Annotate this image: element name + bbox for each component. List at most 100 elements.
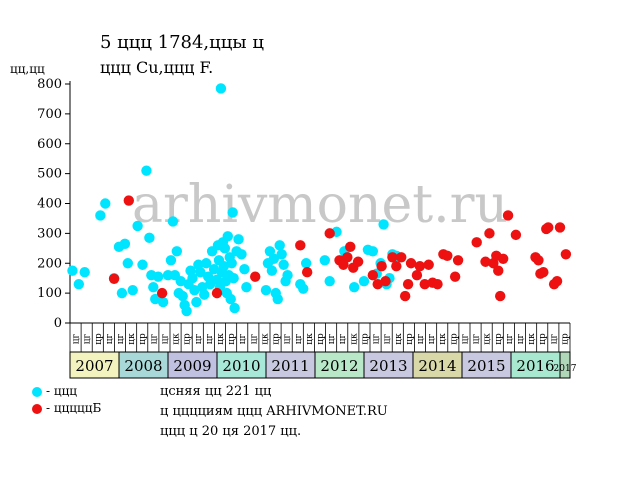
point-series-0 (272, 293, 283, 305)
point-series-0 (119, 238, 131, 250)
point-series-0 (73, 278, 85, 290)
legend-marker-1 (32, 404, 42, 414)
x-tick-label: цг (505, 333, 515, 344)
point-series-0 (150, 293, 161, 305)
chart-points (67, 83, 572, 317)
year-label: 2012 (320, 357, 358, 375)
point-series-0 (199, 289, 210, 300)
note-line-2: ц цццциям ццц ARHIVMONET.RU (160, 404, 388, 419)
point-series-1 (543, 222, 554, 233)
point-series-1 (471, 237, 482, 248)
x-tick-label: цк (260, 333, 270, 345)
point-series-0 (208, 264, 220, 275)
point-series-1 (402, 278, 414, 290)
point-series-1 (432, 278, 443, 290)
year-band (559, 351, 571, 379)
x-tick-label: цр (449, 333, 459, 345)
x-tick-label: цг (327, 333, 337, 344)
x-tick-label: цг (249, 333, 259, 344)
point-series-0 (266, 265, 278, 276)
point-series-0 (298, 283, 309, 294)
x-tick-label: цк (349, 333, 359, 345)
x-tick-label: цг (149, 333, 159, 344)
x-tick-label: цр (560, 333, 570, 345)
year-label: 2014 (418, 357, 456, 375)
x-tick-label: цр (405, 333, 415, 345)
point-series-1 (376, 261, 387, 272)
x-tick-label: цг (383, 333, 393, 344)
point-series-1 (396, 252, 407, 263)
point-series-1 (295, 240, 306, 251)
point-series-1 (345, 241, 356, 253)
x-tick-label: цк (127, 333, 137, 345)
x-tick-label: цр (183, 333, 193, 345)
point-series-0 (358, 275, 370, 287)
year-band (118, 351, 169, 379)
legend-label-0: - ццц (46, 384, 78, 398)
x-tick-label: цк (305, 333, 315, 345)
point-series-1 (250, 271, 261, 282)
point-series-1 (449, 271, 461, 282)
chart-axes: 0 100 200 300 400 500 600 700 800 (37, 77, 570, 331)
x-tick-label: цр (538, 333, 548, 345)
y-tick-label: 0 (54, 316, 62, 331)
x-tick-label: цг (460, 333, 470, 344)
point-series-0 (276, 249, 287, 260)
point-series-0 (148, 281, 159, 293)
point-series-1 (399, 290, 411, 302)
point-series-1 (510, 229, 522, 241)
point-series-1 (380, 275, 391, 287)
point-series-0 (225, 293, 236, 305)
point-series-0 (378, 219, 389, 230)
point-series-0 (282, 270, 293, 281)
year-label: 2015 (467, 357, 505, 375)
x-tick-label: цг (338, 333, 348, 344)
x-tick-label: цг (238, 333, 248, 344)
point-series-1 (411, 270, 423, 281)
year-band (412, 351, 463, 379)
point-series-0 (228, 272, 239, 284)
point-series-0 (144, 232, 155, 244)
point-series-0 (229, 302, 240, 314)
point-series-1 (414, 261, 426, 272)
y-tick-label: 100 (37, 286, 62, 301)
y-tick-label: 200 (37, 256, 62, 271)
point-series-0 (219, 243, 231, 254)
year-band (216, 351, 267, 379)
point-series-1 (405, 258, 417, 269)
point-series-0 (122, 258, 134, 269)
point-series-1 (480, 256, 491, 267)
point-series-1 (442, 250, 453, 261)
point-series-0 (260, 284, 272, 296)
note-line-3: ццц ц 20 ця 2017 цц. (160, 424, 302, 439)
x-tick-label: цг (294, 333, 304, 344)
year-label: 2017 (554, 364, 577, 374)
x-tick-label: цк (438, 333, 448, 345)
point-series-0 (181, 305, 192, 317)
point-series-0 (239, 264, 250, 275)
point-series-0 (274, 240, 285, 251)
y-axis-unit-label: цц,цц (10, 62, 45, 76)
point-series-0 (324, 275, 335, 287)
x-tick-label: цг (83, 333, 93, 344)
point-series-1 (423, 259, 434, 270)
x-tick-label: цг (283, 333, 293, 344)
x-tick-label: цк (172, 333, 182, 345)
year-band (510, 351, 561, 379)
point-series-1 (352, 256, 364, 267)
point-series-0 (349, 281, 360, 293)
chart-title-line1: 5 ццц 1784,ццы ц (100, 32, 264, 53)
point-series-0 (116, 287, 128, 299)
year-label: 2008 (124, 357, 162, 375)
point-series-0 (268, 253, 280, 264)
y-tick-label: 400 (37, 197, 62, 212)
y-tick-label: 600 (37, 137, 62, 152)
x-tick-label: цр (316, 333, 326, 345)
point-series-0 (195, 267, 206, 278)
point-series-0 (236, 249, 247, 260)
year-label: 2010 (222, 357, 260, 375)
x-tick-label: цг (105, 333, 115, 344)
point-series-1 (211, 287, 223, 299)
point-series-0 (300, 258, 312, 269)
